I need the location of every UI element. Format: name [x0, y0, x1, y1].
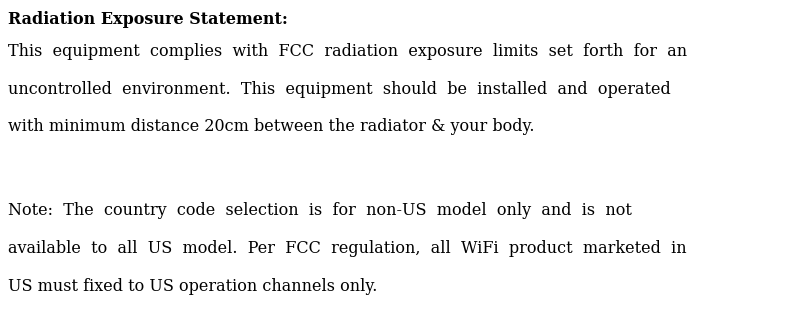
Text: uncontrolled  environment.  This  equipment  should  be  installed  and  operate: uncontrolled environment. This equipment…: [8, 80, 671, 98]
Text: US must fixed to US operation channels only.: US must fixed to US operation channels o…: [8, 278, 377, 295]
Text: Radiation Exposure Statement:: Radiation Exposure Statement:: [8, 11, 288, 28]
Text: with minimum distance 20cm between the radiator & your body.: with minimum distance 20cm between the r…: [8, 118, 534, 135]
Text: Note:  The  country  code  selection  is  for  non-US  model  only  and  is  not: Note: The country code selection is for …: [8, 202, 632, 219]
Text: This  equipment  complies  with  FCC  radiation  exposure  limits  set  forth  f: This equipment complies with FCC radiati…: [8, 43, 687, 60]
Text: available  to  all  US  model.  Per  FCC  regulation,  all  WiFi  product  marke: available to all US model. Per FCC regul…: [8, 240, 686, 257]
